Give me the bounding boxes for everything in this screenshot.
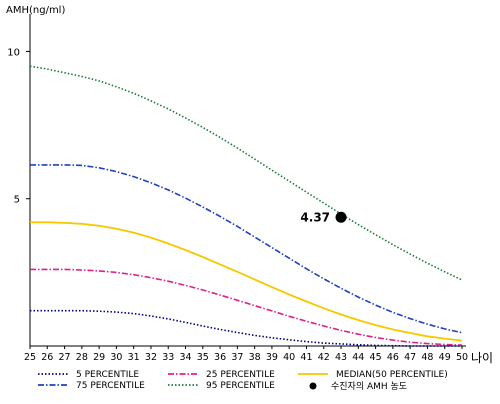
x-tick-label: 45 [370, 352, 382, 363]
legend-label-1: 75 PERCENTILE [76, 381, 145, 391]
legend-label-0: 5 PERCENTILE [76, 370, 139, 380]
legend-label-3: 95 PERCENTILE [206, 381, 275, 391]
x-tick-label: 29 [93, 352, 105, 363]
x-axis-label: 나이 [471, 351, 493, 365]
y-tick-label: 5 [14, 195, 20, 206]
x-tick-label: 27 [59, 352, 71, 363]
y-tick-label: 10 [7, 47, 20, 58]
x-tick-label: 38 [249, 352, 261, 363]
y-axis-label: AMH(ng/ml) [6, 5, 65, 16]
x-tick-label: 34 [179, 352, 191, 363]
x-tick-label: 30 [110, 352, 122, 363]
x-tick-label: 32 [145, 352, 157, 363]
x-tick-label: 44 [352, 352, 364, 363]
x-tick-label: 31 [128, 352, 140, 363]
x-tick-label: 36 [214, 352, 226, 363]
x-tick-label: 41 [300, 352, 312, 363]
series-line-3 [30, 164, 463, 334]
x-tick-label: 26 [41, 352, 53, 363]
series-line-2 [30, 221, 463, 342]
x-tick-label: 43 [335, 352, 347, 363]
legend-patient-label: 수진자의 AMH 농도 [331, 381, 407, 392]
x-tick-label: 49 [439, 352, 451, 363]
x-tick-label: 40 [283, 352, 295, 363]
x-tick-label: 25 [24, 352, 36, 363]
x-tick-label: 33 [162, 352, 174, 363]
x-tick-label: 37 [231, 352, 243, 363]
legend-patient-marker [309, 382, 317, 390]
x-tick-label: 46 [387, 352, 399, 363]
x-tick-label: 42 [318, 352, 330, 363]
x-tick-label: 50 [456, 352, 468, 363]
legend-label-4: MEDIAN(50 PERCENTILE) [336, 370, 448, 380]
legend-label-2: 25 PERCENTILE [206, 370, 275, 380]
patient-amh-point [335, 211, 347, 223]
x-tick-label: 39 [266, 352, 278, 363]
patient-amh-value-label: 4.37 [300, 210, 330, 224]
x-tick-label: 28 [76, 352, 88, 363]
series-line-0 [30, 309, 462, 347]
x-tick-label: 48 [421, 352, 433, 363]
x-tick-label: 47 [404, 352, 416, 363]
x-tick-label: 35 [197, 352, 209, 363]
series-line-4 [29, 65, 463, 281]
series-line-1 [30, 268, 463, 346]
